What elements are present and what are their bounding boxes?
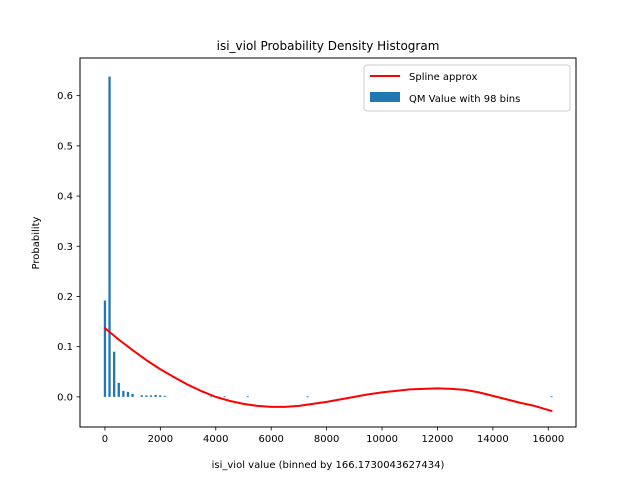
- histogram-bar-15: [223, 396, 226, 398]
- histogram-bar-13: [209, 396, 212, 398]
- spline-layer: [103, 327, 553, 412]
- x-axis-label: isi_viol value (binned by 166.1730043627…: [212, 460, 445, 471]
- y-tick-label: 0.2: [57, 292, 73, 303]
- histogram-bar-1: [108, 76, 111, 397]
- histogram-bar-3: [117, 382, 120, 397]
- legend: Spline approx QM Value with 98 bins: [363, 64, 571, 112]
- histogram-bar-0: [103, 300, 107, 397]
- y-tick-label: 0.6: [57, 91, 73, 102]
- histogram-bar-16: [246, 396, 249, 398]
- axes-frame: [79, 57, 577, 428]
- histogram-bar-2: [112, 351, 116, 397]
- histogram-bar-18: [550, 396, 553, 398]
- histogram-bar-17: [306, 396, 309, 398]
- y-tick-label: 0.0: [57, 392, 73, 403]
- legend-bar-swatch: [370, 92, 400, 102]
- histogram-bar-10: [154, 394, 157, 397]
- x-tick-label: 6000: [258, 434, 283, 445]
- x-axis-ticks: 0 2000 4000 6000 8000 10000 12000 14000 16000: [102, 427, 564, 445]
- spline-line: [103, 327, 553, 412]
- x-tick-label: 12000: [422, 434, 454, 445]
- legend-spline-label: Spline approx: [409, 72, 477, 83]
- histogram-bar-6: [131, 393, 134, 397]
- x-tick-label: 4000: [203, 434, 228, 445]
- y-tick-label: 0.4: [57, 192, 73, 203]
- y-axis-label: Probability: [31, 216, 42, 269]
- x-tick-label: 10000: [366, 434, 398, 445]
- chart-title: isi_viol Probability Density Histogram: [217, 39, 440, 53]
- y-tick-label: 0.5: [57, 141, 73, 152]
- y-tick-label: 0.1: [57, 342, 73, 353]
- legend-bar-label: QM Value with 98 bins: [409, 94, 520, 105]
- histogram-bar-7: [140, 395, 143, 397]
- histogram-bar-5: [126, 391, 130, 397]
- x-tick-label: 16000: [532, 434, 564, 445]
- x-tick-label: 0: [102, 434, 108, 445]
- x-tick-label: 8000: [314, 434, 339, 445]
- histogram-bar-9: [149, 395, 153, 397]
- x-tick-label: 14000: [477, 434, 509, 445]
- y-axis-ticks: 0.0 0.1 0.2 0.3 0.4 0.5 0.6: [57, 91, 80, 403]
- histogram-bar-11: [159, 395, 162, 397]
- histogram-bar-12: [163, 395, 166, 397]
- x-tick-label: 2000: [148, 434, 173, 445]
- histogram-bar-4: [122, 390, 125, 397]
- histogram-bar-8: [145, 395, 148, 397]
- bars-layer: [103, 76, 553, 398]
- y-tick-label: 0.3: [57, 242, 73, 253]
- legend-frame: [363, 64, 571, 112]
